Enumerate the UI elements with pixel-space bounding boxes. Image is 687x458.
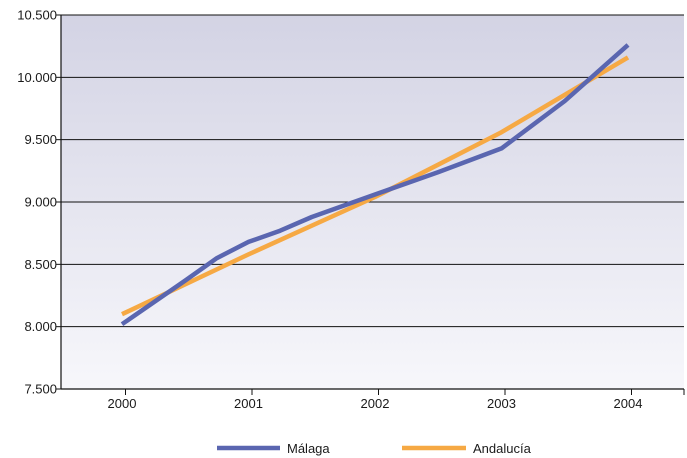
y-tick-label: 9.000 (24, 195, 57, 210)
y-tick-label: 8.500 (24, 257, 57, 272)
grid-lines (56, 14, 684, 390)
y-tick-label: 10.000 (17, 70, 57, 85)
series-line (120, 43, 630, 327)
legend-label: Málaga (287, 441, 330, 456)
x-tick-label: 2002 (361, 396, 390, 411)
y-tick-label: 10.500 (17, 8, 57, 23)
axes (60, 15, 685, 395)
y-tick-label: 9.500 (24, 132, 57, 147)
series-line (121, 55, 630, 317)
y-tick-label: 8.000 (24, 319, 57, 334)
legend: Málaga Andalucía (217, 441, 532, 456)
x-axis-tick-labels: 2000 2001 2002 2003 2004 (108, 396, 643, 411)
x-tick-label: 2000 (108, 396, 137, 411)
x-tick-label: 2004 (614, 396, 643, 411)
x-tick-label: 2001 (234, 396, 263, 411)
legend-label: Andalucía (473, 441, 532, 456)
x-tick-label: 2003 (487, 396, 516, 411)
y-tick-label: 7.500 (24, 382, 57, 397)
y-axis-tick-labels: 7.500 8.000 8.500 9.000 9.500 10.000 10.500 (17, 8, 57, 397)
series-lines (120, 43, 630, 327)
